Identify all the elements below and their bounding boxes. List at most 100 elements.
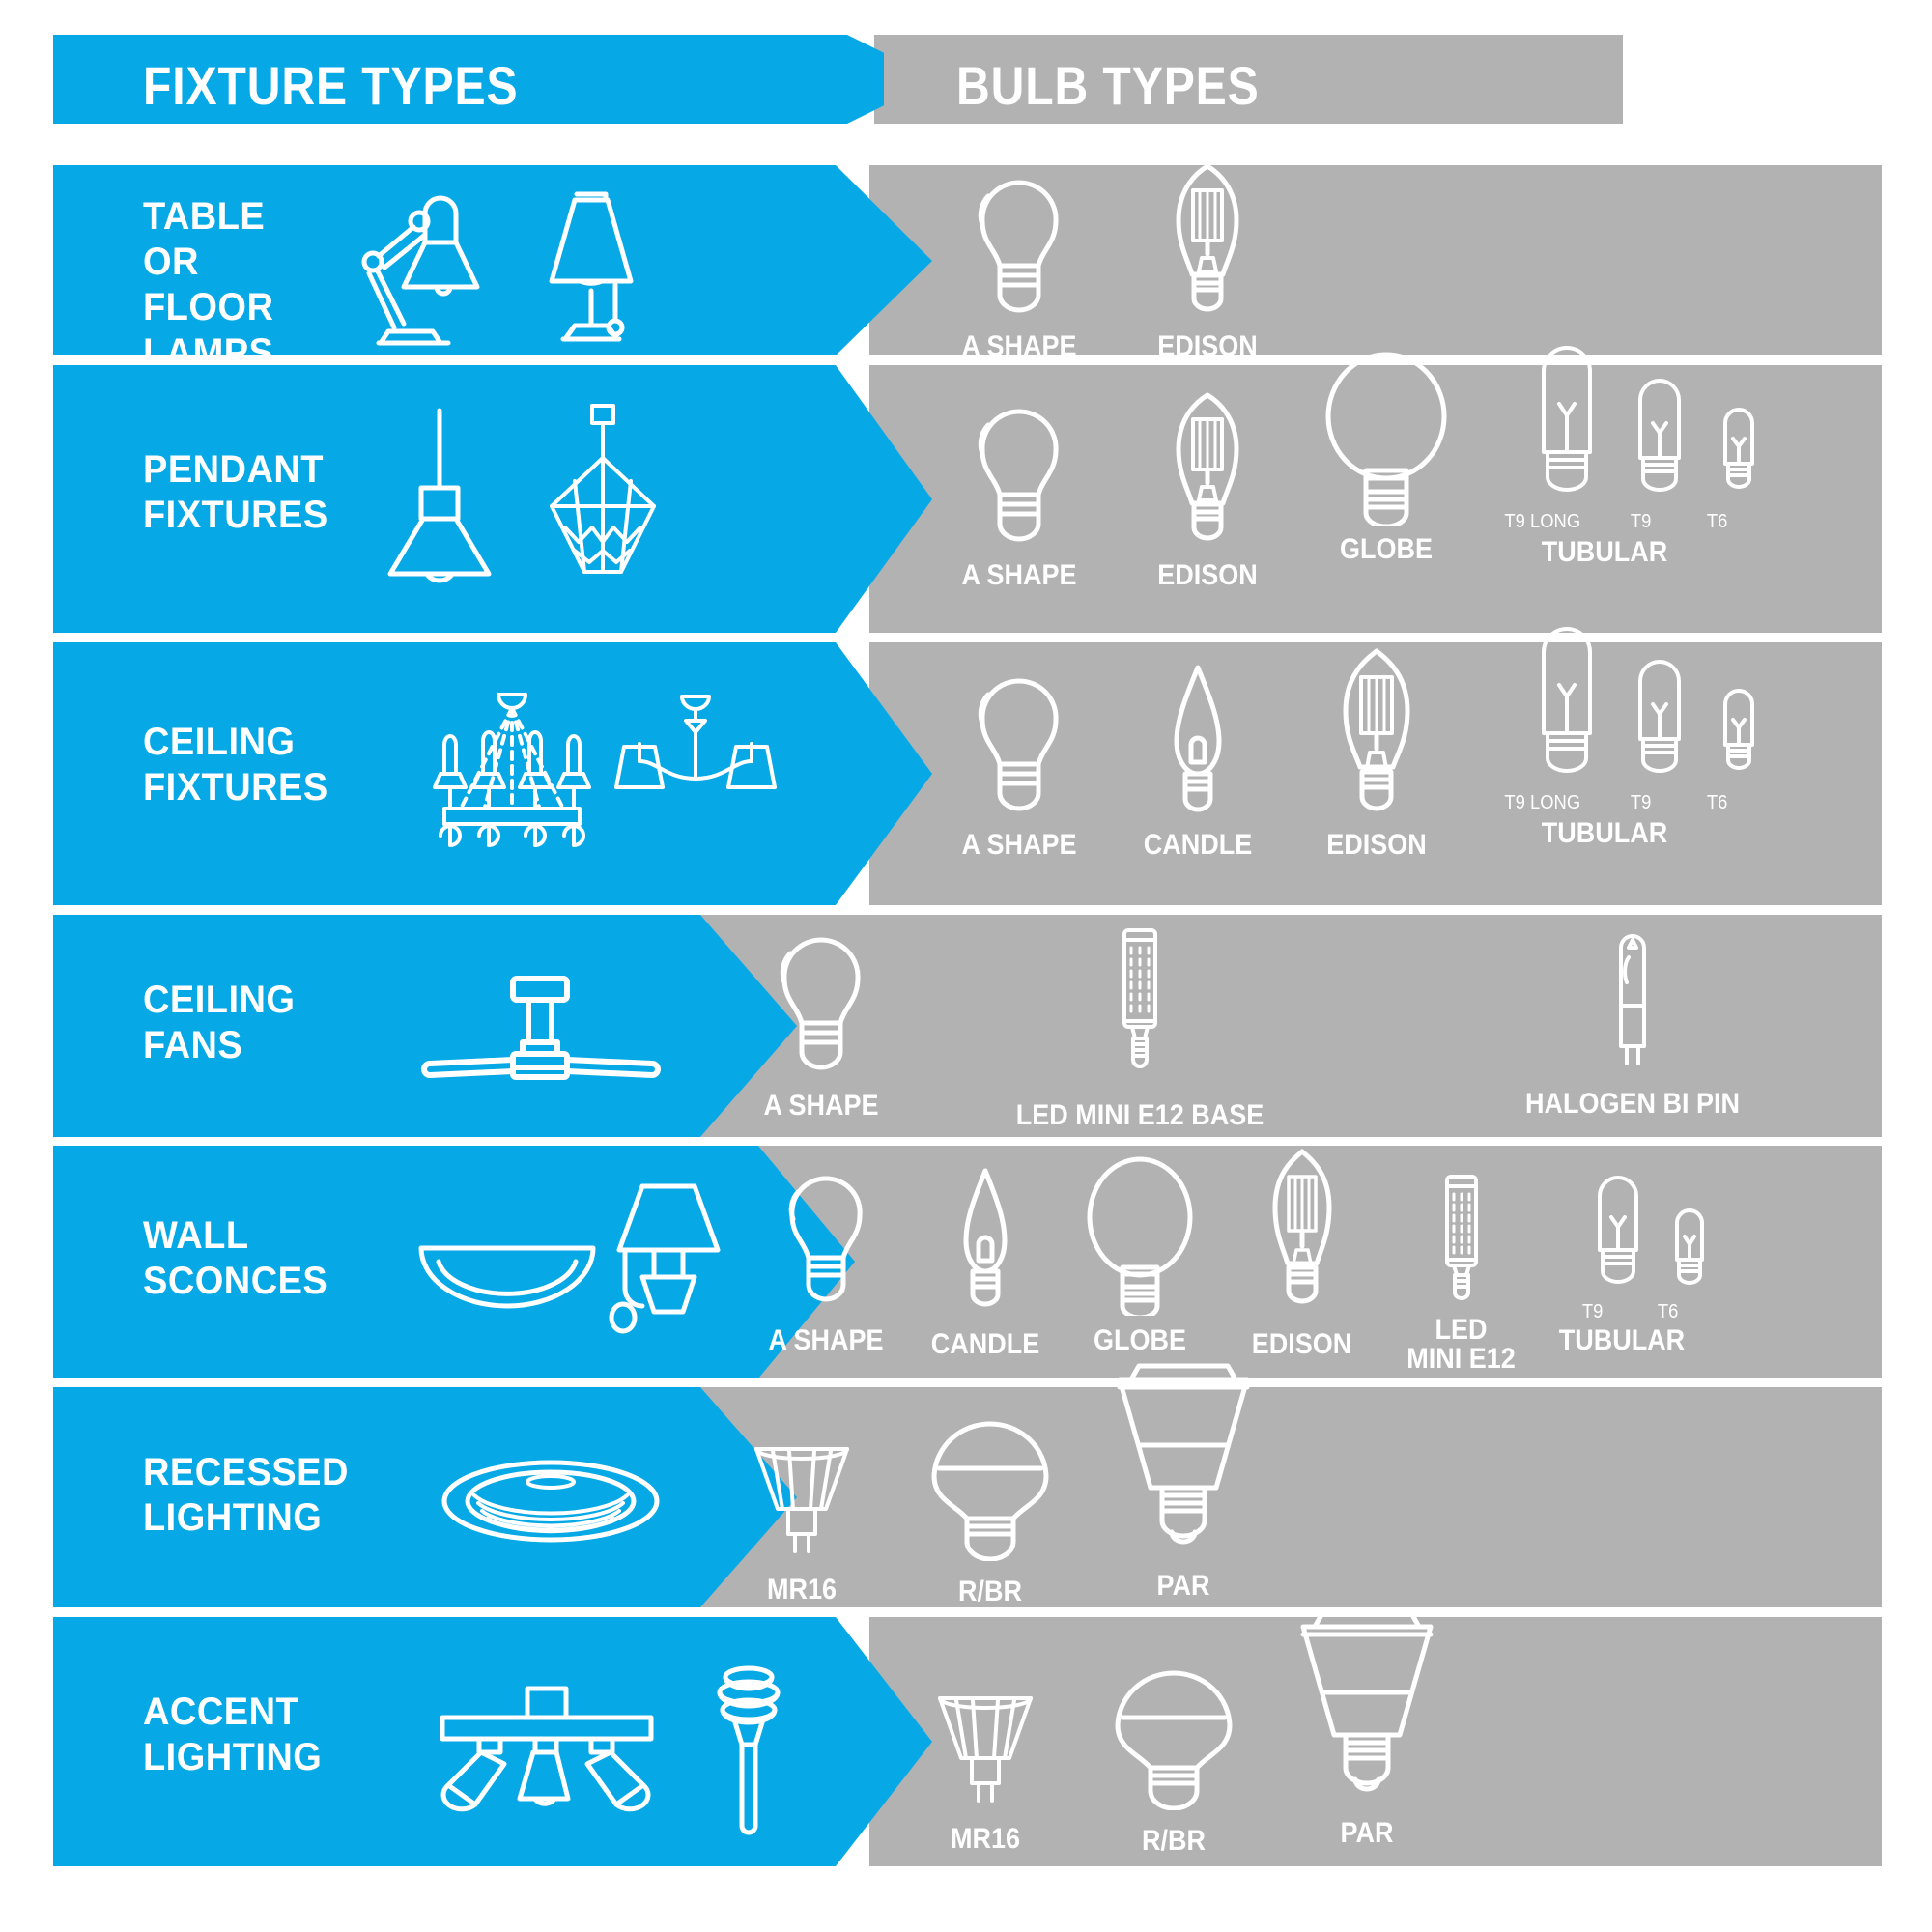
desk-lamp-icon [348,186,507,346]
pendant-cone-icon [377,406,502,589]
a-shape-bulb-icon [956,175,1082,320]
tubular-sub-t6: T6 [1657,1301,1679,1322]
par-bulb-icon [1290,1607,1444,1806]
bulb-label: GLOBE [1093,1324,1186,1356]
pendant-cage-icon [536,402,671,585]
bulb-cell: A SHAPE [724,932,918,1122]
bulb-label: TUBULAR [1541,536,1668,568]
bulb-label: HALOGEN BI PIN [1524,1088,1741,1120]
tubular-sublabel-group: T9 T6 [1541,1302,1763,1325]
ceiling-fan-icon [411,975,671,1081]
bulb-cell: CANDLE [908,1167,1063,1360]
fixture-label: CEILING FANS [143,979,296,1066]
row-bulb-panel [676,1387,1882,1607]
edison-bulb-icon [1150,390,1265,551]
header-bulb-panel [874,35,1623,124]
rbr-bulb-icon [927,1418,1053,1561]
row-bulb-panel [676,915,1882,1137]
tubular-sub-t9: T9 [1581,1301,1604,1322]
tubular-sub-t9long: T9 LONG [1504,792,1581,813]
row-fixture-panel [53,165,932,355]
rbr-bulb-icon [1111,1667,1236,1810]
fixture-label: CEILING FIXTURES [143,721,328,809]
header-bulb-title: BULB TYPES [956,55,1260,116]
mr16-bulb-icon [932,1692,1038,1806]
bulb-label: TUBULAR [1541,817,1668,849]
candle-bulb-icon [1154,664,1241,820]
bulb-label: A SHAPE [961,330,1077,362]
led-corn-bulb-icon [1101,924,1179,1079]
bulb-cell: MR16 [898,1692,1072,1855]
bulb-label: TUBULAR [1558,1324,1686,1356]
bulb-label: A SHAPE [763,1090,879,1122]
tubular-sub-t9long: T9 LONG [1504,511,1581,532]
bulb-cell: A SHAPE [932,404,1106,591]
header-fixture-panel [53,35,884,124]
bulb-label: LED MINI E12 BASE [1015,1099,1264,1131]
bulb-cell: R/BR [1087,1667,1261,1857]
bulb-label: EDISON [1157,330,1258,362]
header-fixture-title: FIXTURE TYPES [143,55,519,116]
table-lamp-icon [526,186,671,346]
fixture-label: RECESSED LIGHTING [143,1451,349,1539]
a-shape-bulb-icon [758,932,884,1077]
bulb-cell: T9 LONG T9 T6 TUBULAR [1497,344,1826,568]
bulb-cell: EDISON [1116,161,1299,362]
bulb-cell: R/BR [903,1418,1077,1607]
bulb-cell: T9 LONG T9 T6 TUBULAR [1497,625,1826,849]
edison-bulb-icon [1150,161,1265,322]
globe-bulb-icon [1314,341,1459,526]
bulb-cell: EDISON [1222,1148,1381,1360]
tubular-sub-t6: T6 [1706,792,1728,813]
tubular-sub-t6: T6 [1706,511,1728,532]
fixture-label: WALL SCONCES [143,1214,328,1302]
bulb-label: R/BR [957,1576,1023,1607]
bulb-label: GLOBE [1339,533,1433,565]
bulb-label: CANDLE [1143,829,1253,861]
row-fixture-panel [53,365,932,633]
globe-bulb-icon [1077,1151,1203,1316]
par-bulb-icon [1106,1360,1261,1559]
led-corn-bulb-icon [1427,1173,1496,1310]
path-light-icon [705,1663,792,1837]
bulb-cell: PAR [1087,1360,1280,1602]
bulb-cell: MR16 [715,1443,889,1605]
row-fixture-panel [53,1387,797,1607]
tubular-pair-icon [1565,1175,1739,1300]
tubular-sublabel-group: T9 LONG T9 T6 [1497,793,1826,818]
row-fixture-panel [53,1617,932,1866]
bulb-label: R/BR [1141,1825,1207,1857]
row-fixture-panel [53,915,797,1137]
bulb-cell: PAR [1270,1607,1463,1849]
chandelier-small-icon [614,689,777,863]
wall-sconce-bowl-icon [415,1233,599,1320]
a-shape-bulb-icon [769,1173,883,1312]
bulb-cell: EDISON [1285,646,1468,861]
bulb-cell: LED MINI E12 BASE [966,924,1314,1131]
bulb-label: PAR [1340,1817,1394,1849]
tubular-sublabel-group: T9 LONG T9 T6 [1497,512,1826,537]
chandelier-large-icon [415,691,609,865]
tubular-bulb-group-icon [1517,344,1806,510]
track-light-icon [435,1685,657,1812]
bulb-label: CANDLE [930,1328,1040,1360]
bulb-label: A SHAPE [768,1324,884,1356]
fixture-label: ACCENT LIGHTING [143,1690,323,1778]
bulb-cell: A SHAPE [932,175,1106,362]
edison-bulb-icon [1252,1148,1352,1318]
bulb-cell: GLOBE [1294,341,1478,565]
bulb-cell: CANDLE [1106,664,1290,861]
recessed-can-icon [440,1447,662,1553]
edison-bulb-icon [1319,646,1435,820]
halogen-bi-pin-icon [1596,934,1669,1077]
fixture-label: TABLE OR FLOOR LAMPS [143,195,274,374]
a-shape-bulb-icon [956,673,1082,818]
fixture-label: PENDANT FIXTURES [143,448,328,536]
wall-sconce-shade-icon [609,1180,739,1350]
bulb-label: LED MINI E12 [1406,1314,1516,1375]
mr16-bulb-icon [749,1443,855,1557]
bulb-cell: EDISON [1116,390,1299,591]
header-band: FIXTURE TYPES BULB TYPES [0,0,1932,124]
bulb-label: EDISON [1326,829,1427,861]
